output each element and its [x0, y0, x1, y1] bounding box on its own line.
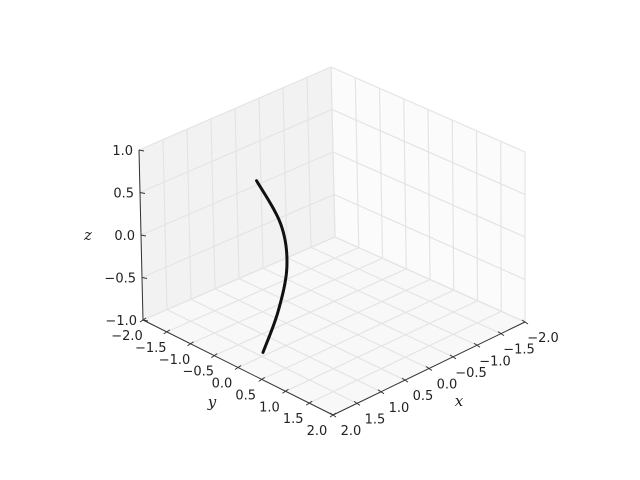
gridline — [141, 193, 526, 281]
y-tick — [234, 365, 242, 370]
y-axis-label: y — [207, 393, 217, 411]
gridline — [261, 289, 455, 380]
y-tick-label: −1.0 — [159, 353, 191, 368]
gridline — [138, 66, 526, 153]
z-tick — [140, 234, 147, 237]
x-tick — [473, 342, 481, 348]
y-tick — [305, 400, 313, 406]
y-tick-label: −0.5 — [182, 365, 214, 380]
x-tick-label: 2.0 — [341, 424, 362, 439]
gridline — [214, 288, 406, 381]
z-tick-label: 1.0 — [112, 144, 133, 159]
y-tick-label: 2.0 — [307, 424, 328, 439]
x-tick — [353, 400, 361, 406]
x-tick-label: 0.0 — [437, 378, 458, 393]
pane-floor — [143, 237, 525, 415]
z-tick-label: 0.0 — [114, 229, 135, 244]
x-tick-label: −1.5 — [503, 343, 535, 358]
gridline — [166, 309, 358, 404]
x-tick — [497, 331, 505, 337]
x-tick — [401, 377, 409, 383]
gridline — [139, 108, 526, 196]
y-tick — [210, 353, 218, 359]
gridline — [308, 310, 502, 404]
x-tick — [449, 354, 457, 360]
y-tick-label: −2.0 — [111, 329, 143, 344]
y-tick-label: −1.5 — [135, 341, 167, 356]
z-tick-label: −1.0 — [105, 314, 137, 329]
gridline — [237, 278, 431, 369]
y-tick-label: 0.5 — [235, 388, 256, 403]
y-tick — [163, 329, 171, 335]
y-tick-label: 1.5 — [283, 412, 304, 427]
gridline — [285, 300, 478, 392]
x-tick — [425, 366, 433, 371]
y-tick-label: 1.0 — [259, 400, 280, 415]
x-tick-label: −2.0 — [527, 331, 559, 346]
z-tick — [138, 149, 145, 152]
y-tick — [258, 376, 266, 382]
data-curve — [255, 179, 289, 354]
z-axis-label: z — [83, 226, 92, 244]
x-tick — [377, 389, 385, 395]
x-tick-label: −0.5 — [455, 366, 487, 381]
y-tick — [282, 388, 289, 394]
gridline — [140, 151, 526, 238]
x-axis-label: x — [455, 392, 464, 410]
z-tick-label: −0.5 — [104, 272, 136, 287]
z-tick — [139, 192, 146, 194]
y-tick — [187, 341, 194, 347]
x-tick-label: 1.0 — [389, 401, 410, 416]
x-tick — [329, 412, 337, 418]
z-tick — [141, 277, 148, 279]
gridline — [190, 298, 382, 393]
x-tick-label: 0.5 — [413, 389, 434, 404]
z-tick — [142, 319, 149, 322]
x-tick-label: 1.5 — [365, 412, 386, 427]
z-tick-label: 0.5 — [113, 187, 134, 202]
y-tick-label: 0.0 — [212, 377, 233, 392]
gridline — [142, 236, 526, 323]
x-tick — [521, 319, 529, 325]
x-tick-label: −1.0 — [479, 354, 511, 369]
